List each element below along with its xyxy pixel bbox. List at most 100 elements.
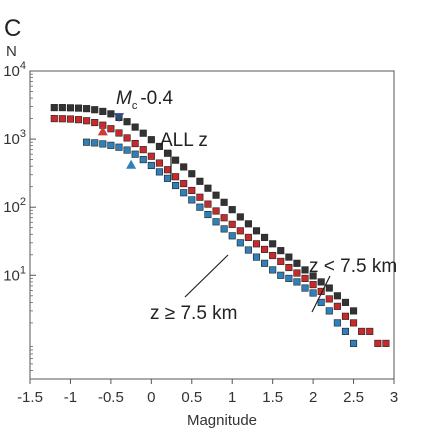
x-tick-label: -1.5 xyxy=(17,389,43,406)
series-2 xyxy=(83,138,358,347)
data-point xyxy=(147,161,155,170)
data-point xyxy=(341,312,350,320)
data-point xyxy=(244,220,252,228)
data-point xyxy=(277,257,285,265)
data-point xyxy=(147,136,155,144)
deep-annotation: z ≥ 7.5 km xyxy=(150,303,238,324)
data-point xyxy=(107,125,115,133)
data-series xyxy=(50,104,390,347)
data-point xyxy=(155,168,163,176)
shallow-leader-line xyxy=(311,275,331,313)
data-point xyxy=(293,269,301,277)
data-point xyxy=(228,232,236,240)
x-tick-label: 3 xyxy=(390,389,398,406)
data-point xyxy=(139,156,147,164)
data-point xyxy=(147,152,155,160)
mc-marker xyxy=(126,159,137,169)
deep-leader-line xyxy=(184,254,229,298)
data-point xyxy=(50,104,58,112)
x-tick-label: 2.5 xyxy=(343,389,364,406)
data-point xyxy=(107,110,115,118)
data-point xyxy=(155,159,163,167)
data-point xyxy=(269,240,277,248)
data-point xyxy=(277,271,285,279)
data-point xyxy=(293,259,301,267)
data-point xyxy=(309,289,317,297)
data-point xyxy=(301,274,309,282)
data-point xyxy=(252,240,261,248)
data-point xyxy=(123,118,131,126)
data-point xyxy=(309,272,317,280)
data-point xyxy=(317,298,325,306)
data-point xyxy=(74,104,83,112)
x-axis-ticks: -1.5 -1 -0.5 0 0.5 1 1.5 2 2.5 3 xyxy=(17,379,398,406)
data-point xyxy=(204,184,212,192)
x-tick-label: 2 xyxy=(309,389,317,406)
mc-marker xyxy=(113,113,124,123)
data-point xyxy=(188,196,196,204)
data-point xyxy=(204,210,212,219)
data-point xyxy=(91,118,99,127)
data-point xyxy=(50,115,58,123)
data-point xyxy=(261,233,269,241)
data-point xyxy=(131,150,139,158)
plot-frame xyxy=(29,70,395,380)
y-axis-ticks: 101 102 103 104 xyxy=(3,60,36,380)
panel-label: C xyxy=(4,15,21,42)
data-point xyxy=(317,278,325,286)
data-point xyxy=(358,327,366,335)
data-point xyxy=(163,166,172,174)
data-point xyxy=(155,142,163,150)
data-point xyxy=(172,156,180,164)
data-point xyxy=(139,146,147,154)
mc-annotation: Mc -0.4 xyxy=(116,88,174,112)
data-point xyxy=(131,140,139,148)
x-tick-label: -1 xyxy=(64,389,77,406)
data-point xyxy=(220,225,228,233)
data-point xyxy=(350,319,358,327)
y-tick-label: 103 xyxy=(3,128,26,148)
data-point xyxy=(293,278,301,286)
data-point xyxy=(91,106,99,114)
data-point xyxy=(196,193,204,201)
data-point xyxy=(172,173,180,181)
data-point xyxy=(236,227,244,235)
data-point xyxy=(66,104,74,112)
data-point xyxy=(180,180,188,188)
data-point xyxy=(333,292,341,300)
data-point xyxy=(252,227,261,235)
data-point xyxy=(99,107,107,115)
data-point xyxy=(196,203,204,211)
data-point xyxy=(309,281,317,289)
annotation-leaders xyxy=(170,150,331,313)
data-point xyxy=(277,247,285,255)
data-point xyxy=(115,129,123,137)
data-point xyxy=(212,191,220,199)
x-tick-label: 0 xyxy=(147,389,155,406)
data-point xyxy=(252,253,261,261)
data-point xyxy=(236,239,244,247)
threshold-markers xyxy=(97,113,137,169)
data-point xyxy=(163,174,172,182)
data-point xyxy=(58,104,66,112)
data-point xyxy=(83,117,91,125)
data-point xyxy=(341,327,350,335)
data-point xyxy=(285,263,293,272)
data-point xyxy=(107,141,115,149)
x-tick-label: 0.5 xyxy=(181,389,202,406)
data-point xyxy=(115,143,123,151)
data-point xyxy=(261,245,269,253)
data-point xyxy=(374,339,382,347)
data-point xyxy=(188,186,196,195)
data-point xyxy=(350,307,358,315)
data-point xyxy=(196,177,204,185)
data-point xyxy=(285,253,293,261)
data-point xyxy=(99,140,107,148)
data-point xyxy=(261,259,269,267)
data-point xyxy=(301,284,309,292)
data-point xyxy=(244,233,252,241)
data-point xyxy=(228,206,236,214)
data-point xyxy=(180,163,188,171)
data-point xyxy=(91,139,99,147)
